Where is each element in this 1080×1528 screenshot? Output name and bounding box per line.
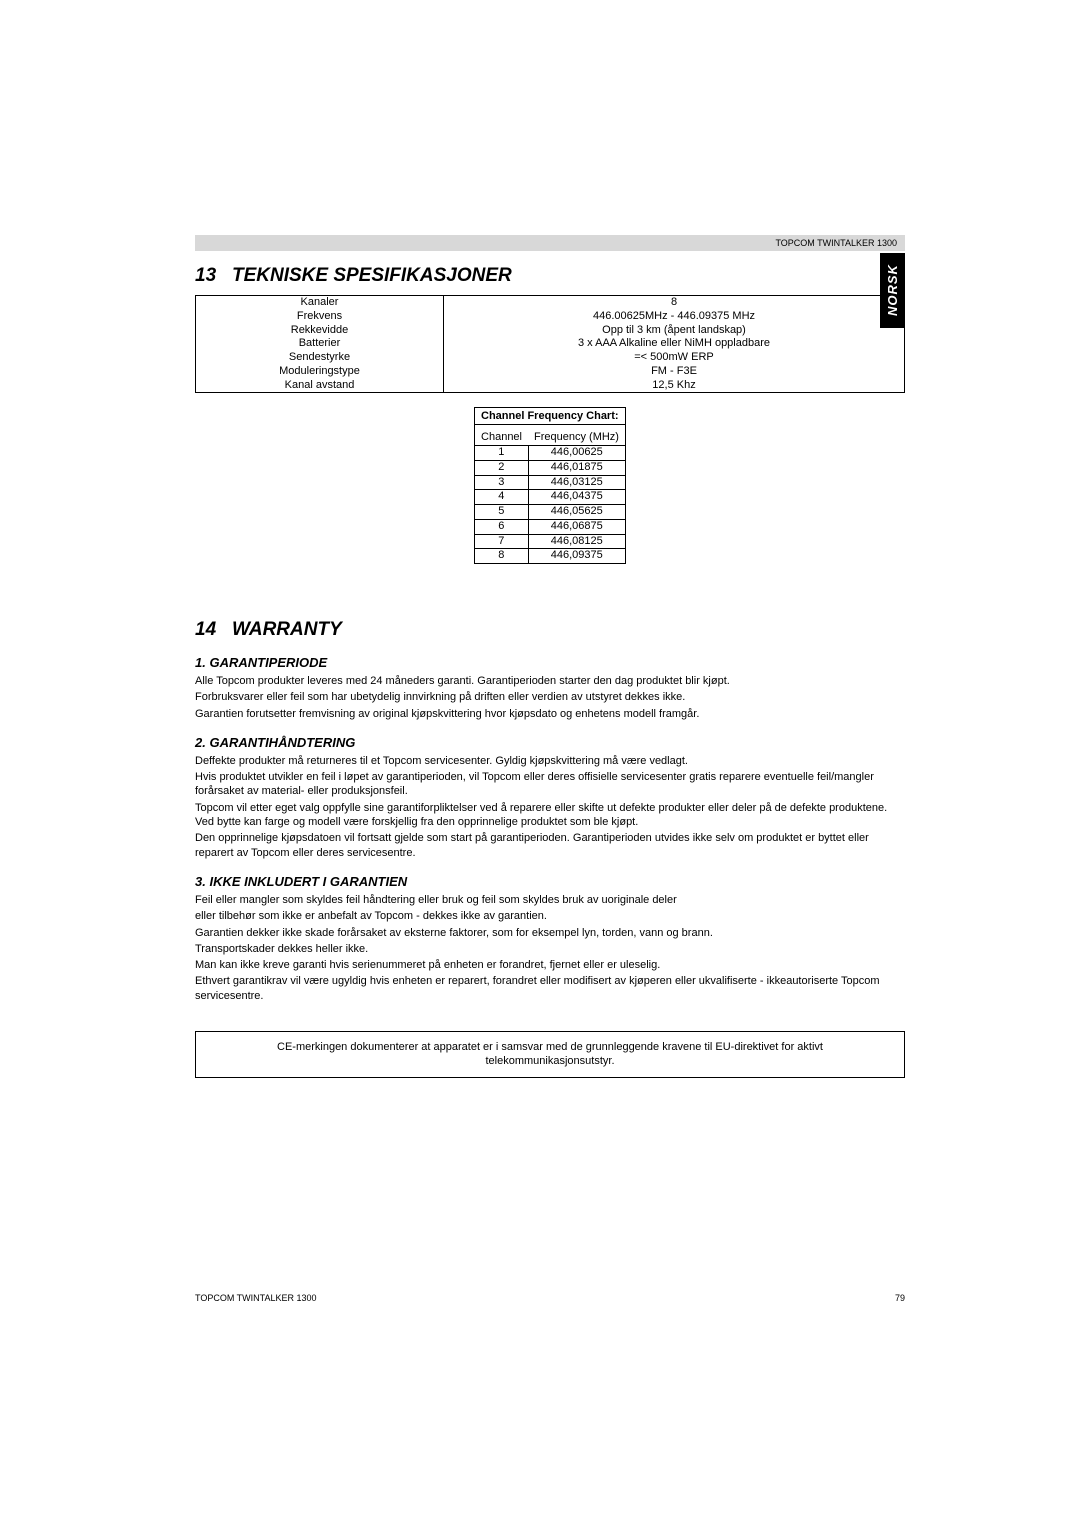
paragraph: Topcom vil etter eget valg oppfylle sine… (195, 801, 905, 830)
header-bar: TOPCOM TWINTALKER 1300 (195, 235, 905, 251)
spec-label: Moduleringstype (196, 365, 444, 379)
spec-label: Sendestyrke (196, 351, 444, 365)
paragraph: Den opprinnelige kjøpsdatoen vil fortsat… (195, 831, 905, 860)
spec-value: FM - F3E (444, 365, 905, 379)
spec-label: Kanal avstand (196, 379, 444, 393)
paragraph: Hvis produktet utvikler en feil i løpet … (195, 770, 905, 799)
sub-3-heading: 3. IKKE INKLUDERT I GARANTIEN (195, 874, 905, 889)
freq-val: 446,00625 (528, 446, 625, 461)
freq-ch: 2 (475, 460, 528, 475)
footer-right: 79 (895, 1293, 905, 1303)
table-row: Kanaler8 (196, 296, 905, 310)
spec-table: Kanaler8 Frekvens446.00625MHz - 446.0937… (195, 295, 905, 393)
paragraph: Transportskader dekkes heller ikke. (195, 942, 905, 956)
sub-2-heading: 2. GARANTIHÅNDTERING (195, 735, 905, 750)
table-row: 1446,00625 (475, 446, 626, 461)
table-row: 5446,05625 (475, 505, 626, 520)
spec-label: Batterier (196, 337, 444, 351)
frequency-chart-table: Channel Frequency Chart: Channel Frequen… (474, 407, 626, 564)
table-row: 4446,04375 (475, 490, 626, 505)
freq-val: 446,05625 (528, 505, 625, 520)
freq-val: 446,06875 (528, 519, 625, 534)
freq-col2: Frequency (MHz) (528, 425, 625, 446)
table-row: Frekvens446.00625MHz - 446.09375 MHz (196, 310, 905, 324)
paragraph: Deffekte produkter må returneres til et … (195, 754, 905, 768)
freq-ch: 7 (475, 534, 528, 549)
header-product: TOPCOM TWINTALKER 1300 (775, 238, 897, 248)
freq-val: 446,04375 (528, 490, 625, 505)
spec-value: 3 x AAA Alkaline eller NiMH oppladbare (444, 337, 905, 351)
section-14-heading: 14 WARRANTY (195, 619, 905, 641)
paragraph: Garantien dekker ikke skade forårsaket a… (195, 926, 905, 940)
freq-val: 446,01875 (528, 460, 625, 475)
spec-value: 446.00625MHz - 446.09375 MHz (444, 310, 905, 324)
freq-val: 446,03125 (528, 475, 625, 490)
paragraph: Alle Topcom produkter leveres med 24 mån… (195, 674, 905, 688)
freq-col1: Channel (475, 425, 528, 446)
paragraph: Man kan ikke kreve garanti hvis serienum… (195, 958, 905, 972)
spec-value: 8 (444, 296, 905, 310)
footer-left: TOPCOM TWINTALKER 1300 (195, 1293, 317, 1303)
table-row: 8446,09375 (475, 549, 626, 564)
section-13-title: TEKNISKE SPESIFIKASJONER (232, 265, 512, 286)
spec-value: Opp til 3 km (åpent landskap) (444, 324, 905, 338)
paragraph: Forbruksvarer eller feil som har ubetyde… (195, 690, 905, 704)
table-row: 3446,03125 (475, 475, 626, 490)
section-14-title: WARRANTY (232, 619, 342, 640)
table-row: 7446,08125 (475, 534, 626, 549)
language-label: NORSK (885, 265, 900, 317)
freq-ch: 3 (475, 475, 528, 490)
freq-ch: 8 (475, 549, 528, 564)
spec-value: =< 500mW ERP (444, 351, 905, 365)
table-row: Batterier3 x AAA Alkaline eller NiMH opp… (196, 337, 905, 351)
freq-ch: 4 (475, 490, 528, 505)
sub-1-heading: 1. GARANTIPERIODE (195, 655, 905, 670)
freq-chart-title: Channel Frequency Chart: (475, 408, 626, 425)
freq-val: 446,08125 (528, 534, 625, 549)
table-row: Channel Frequency (MHz) (475, 425, 626, 446)
section-13-num: 13 (195, 265, 216, 286)
table-row: 2446,01875 (475, 460, 626, 475)
spec-value: 12,5 Khz (444, 379, 905, 393)
spec-label: Rekkevidde (196, 324, 444, 338)
table-row: RekkeviddeOpp til 3 km (åpent landskap) (196, 324, 905, 338)
freq-val: 446,09375 (528, 549, 625, 564)
section-13-heading: 13 TEKNISKE SPESIFIKASJONER (195, 265, 905, 287)
ce-note-box: CE-merkingen dokumenterer at apparatet e… (195, 1031, 905, 1078)
table-row: 6446,06875 (475, 519, 626, 534)
spec-label: Kanaler (196, 296, 444, 310)
freq-ch: 6 (475, 519, 528, 534)
spec-label: Frekvens (196, 310, 444, 324)
paragraph: eller tilbehør som ikke er anbefalt av T… (195, 909, 905, 923)
language-tab: NORSK (880, 253, 905, 328)
paragraph: Feil eller mangler som skyldes feil hånd… (195, 893, 905, 907)
table-row: ModuleringstypeFM - F3E (196, 365, 905, 379)
page-footer: TOPCOM TWINTALKER 1300 79 (195, 1293, 905, 1303)
paragraph: Garantien forutsetter fremvisning av ori… (195, 707, 905, 721)
paragraph: Ethvert garantikrav vil være ugyldig hvi… (195, 974, 905, 1003)
table-row: Sendestyrke=< 500mW ERP (196, 351, 905, 365)
freq-ch: 1 (475, 446, 528, 461)
table-row: Kanal avstand12,5 Khz (196, 379, 905, 393)
ce-note-text: CE-merkingen dokumenterer at apparatet e… (277, 1041, 823, 1067)
freq-ch: 5 (475, 505, 528, 520)
section-14-num: 14 (195, 619, 216, 640)
